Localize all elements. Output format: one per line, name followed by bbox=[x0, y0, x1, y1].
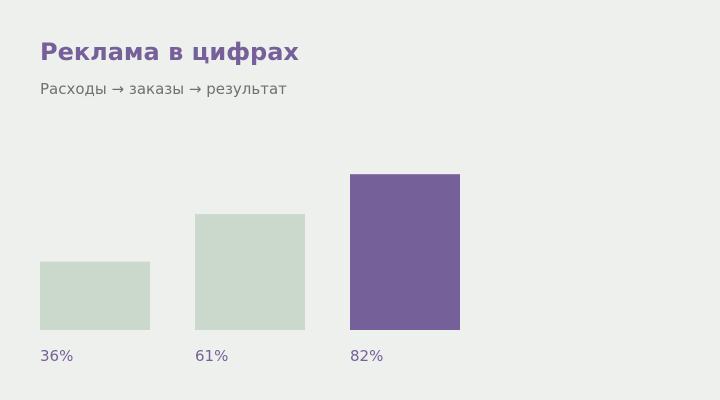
bar-value-label-1: 36% bbox=[40, 347, 73, 365]
bar-1 bbox=[40, 261, 150, 330]
bar-value-label-2: 61% bbox=[195, 347, 228, 365]
chart-subtitle: Расходы → заказы → результат bbox=[40, 80, 287, 98]
bar-3 bbox=[350, 174, 460, 330]
bar-2 bbox=[195, 214, 305, 330]
bar-value-label-3: 82% bbox=[350, 347, 383, 365]
chart-title: Реклама в цифрах bbox=[40, 38, 299, 66]
